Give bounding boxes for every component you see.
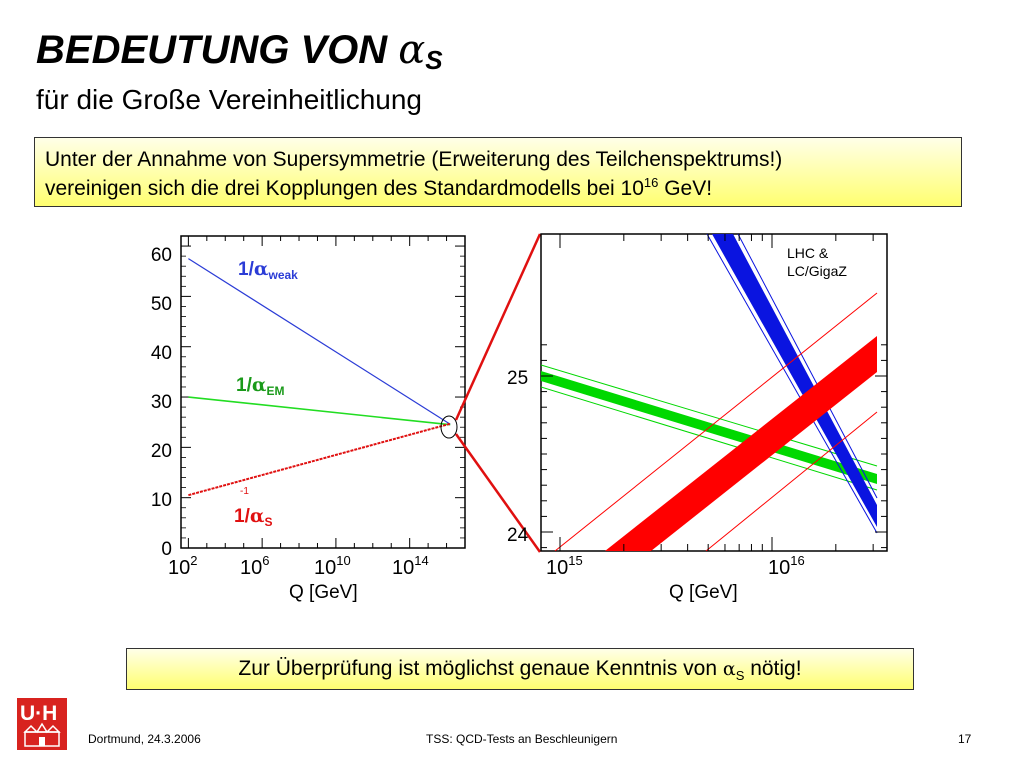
right-xtick-16: 1016 — [768, 553, 805, 579]
weak-label-sub: weak — [268, 268, 297, 282]
strong-label-small: -1 — [240, 486, 249, 497]
legend-line-2: LC/GigaZ — [787, 263, 847, 279]
left-xlabel: Q [GeV] — [289, 582, 358, 603]
conclusion-post: nötig! — [744, 657, 801, 680]
university-logo: U·H — [17, 698, 67, 750]
right-xlabel: Q [GeV] — [669, 582, 738, 603]
logo-emblem — [17, 698, 67, 750]
strong-label: 1/αS — [234, 505, 273, 529]
left-xtick-6: 106 — [240, 553, 269, 579]
left-ytick-50: 50 — [151, 294, 172, 315]
footer-page: 17 — [958, 732, 971, 746]
left-plot: 60 50 40 30 20 10 0 102 106 1010 1014 Q … — [151, 236, 465, 603]
strong-label-alpha: α — [250, 505, 265, 527]
conclusion-alpha: α — [723, 658, 736, 680]
left-ytick-10: 10 — [151, 490, 172, 511]
left-ytick-60: 60 — [151, 245, 172, 266]
weak-label-alpha: α — [254, 258, 269, 280]
right-plot: LHC & LC/GigaZ 25 24 1015 1016 Q [GeV] — [507, 234, 887, 603]
left-y-tick-labels: 60 50 40 30 20 10 0 — [151, 245, 172, 560]
conclusion-box: Zur Überprüfung ist möglichst genaue Ken… — [126, 648, 914, 690]
em-label-alpha: α — [252, 374, 267, 396]
left-x-tick-labels: 102 106 1010 1014 — [168, 553, 429, 579]
right-ytick-25: 25 — [507, 368, 528, 389]
left-ytick-40: 40 — [151, 343, 172, 364]
left-xtick-14: 1014 — [392, 553, 429, 579]
footer-date: Dortmund, 24.3.2006 — [88, 732, 201, 746]
legend-line-1: LHC & — [787, 245, 829, 261]
left-xtick-2: 102 — [168, 553, 197, 579]
right-xtick-15: 1015 — [546, 553, 583, 579]
em-label-sub: EM — [266, 384, 284, 398]
left-plot-frame — [181, 236, 465, 548]
strong-label-sub: S — [264, 515, 272, 529]
em-label-num: 1/ — [236, 375, 252, 396]
left-ytick-30: 30 — [151, 392, 172, 413]
left-ytick-20: 20 — [151, 441, 172, 462]
conclusion-pre: Zur Überprüfung ist möglichst genaue Ken… — [238, 657, 722, 680]
zoom-connector-top — [456, 234, 540, 420]
weak-label-num: 1/ — [238, 259, 254, 280]
footer-center: TSS: QCD-Tests an Beschleunigern — [426, 732, 617, 746]
strong-label-num: 1/ — [234, 506, 250, 527]
weak-label: 1/αweak — [238, 258, 298, 282]
right-x-tick-labels: 1015 1016 — [546, 553, 805, 579]
em-label: 1/αEM — [236, 374, 284, 398]
right-ytick-24: 24 — [507, 525, 529, 546]
left-xtick-10: 1010 — [314, 553, 351, 579]
